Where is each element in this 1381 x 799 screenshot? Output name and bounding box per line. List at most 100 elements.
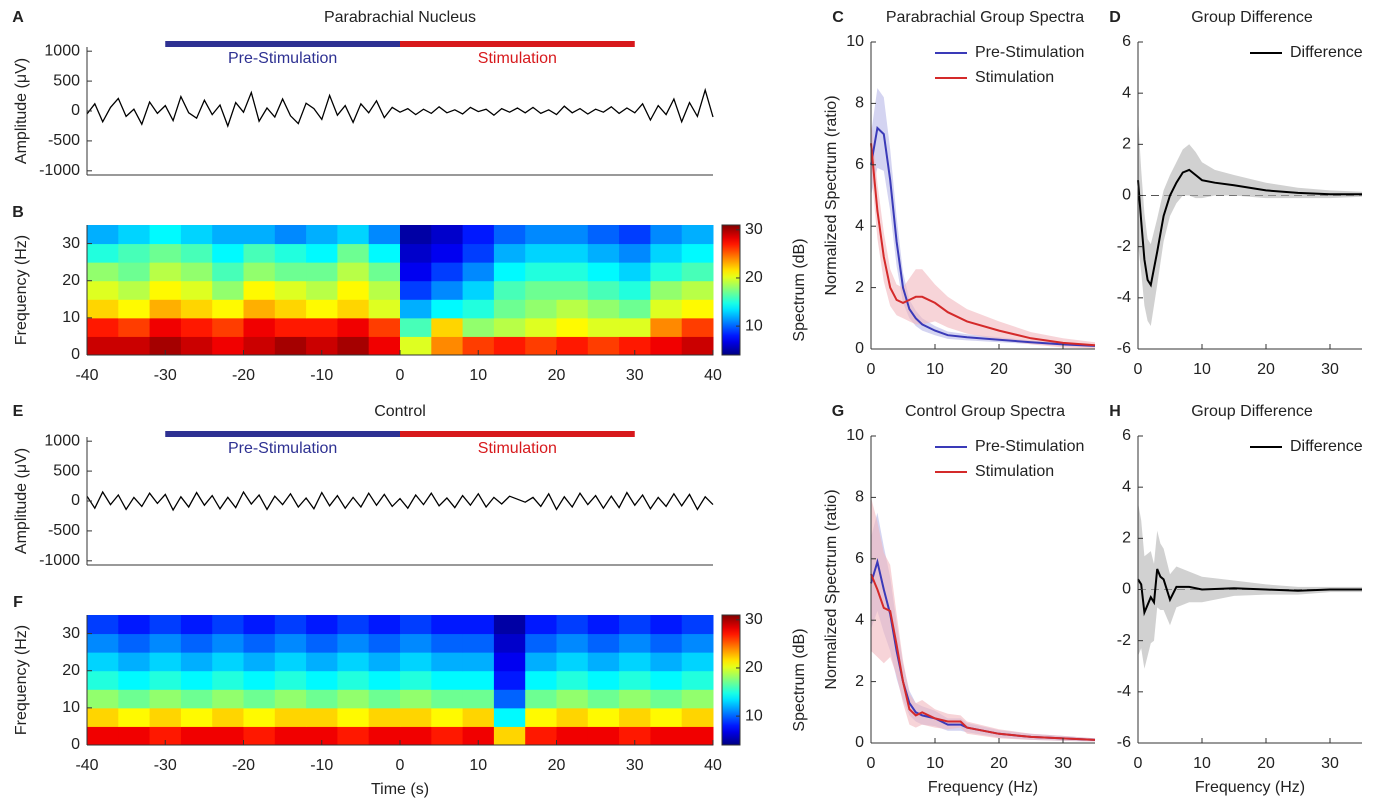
heatmap-cell [87,243,119,263]
heatmap-cell [556,262,589,282]
heatmap-cell [431,280,464,300]
heatmap-cell [431,652,464,672]
heatmap-cell [180,225,213,245]
heatmap-cell [431,633,464,653]
x-tick-label: -40 [75,757,98,774]
heatmap-cell [525,317,557,337]
heatmap-cell [118,262,151,282]
heatmap-cell [149,299,182,319]
heatmap-cell [462,225,495,245]
heatmap-cell [493,652,526,672]
heatmap-cell [149,280,182,300]
heatmap-cell [243,670,276,690]
heatmap-cell [118,280,151,300]
heatmap-cell [431,299,464,319]
heatmap-cell [337,280,370,300]
heatmap-cell [493,280,526,300]
heatmap-cell [149,317,182,337]
panel-label: G [832,403,844,420]
heatmap-cell [212,280,244,300]
y-tick-label: 4 [855,217,864,234]
epoch-label: Stimulation [478,50,557,67]
heatmap-cell [274,652,307,672]
heatmap-cell [587,726,620,746]
heatmap-cell [431,262,464,282]
heatmap-cell [400,262,432,282]
heatmap-cell [306,670,338,690]
heatmap-cell [212,670,244,690]
heatmap-cell [212,633,244,653]
heatmap-cell [337,299,370,319]
heatmap-cell [180,707,213,727]
heatmap-cell [619,225,651,245]
y-tick-label: 500 [53,72,80,89]
x-axis-label: Frequency (Hz) [1195,779,1305,796]
heatmap-cell [619,652,651,672]
y-tick-label: 10 [846,427,864,444]
x-tick-label: 40 [704,367,722,384]
heatmap-cell [525,280,557,300]
y-tick-label: 30 [62,625,80,642]
heatmap-cell [400,670,432,690]
heatmap-cell [368,633,401,653]
panel-title: Parabrachial Nucleus [324,9,476,26]
heatmap-cell [180,689,213,709]
heatmap-cell [212,299,244,319]
heatmap-cell [650,317,683,337]
x-tick-label: -40 [75,367,98,384]
heatmap-cell [337,670,370,690]
heatmap-cell [243,633,276,653]
heatmap-cell [400,652,432,672]
heatmap-cell [149,726,182,746]
heatmap-cell [118,726,151,746]
heatmap-cell [149,633,182,653]
colorbar-tick-label: 20 [745,269,763,286]
heatmap-cell [493,689,526,709]
heatmap-cell [118,707,151,727]
y-axis-label: Normalized Spectrum (ratio) [823,95,840,295]
y-tick-label: 10 [62,309,80,326]
heatmap-cell [212,689,244,709]
y-tick-label: 6 [1122,427,1131,444]
heatmap-cell [212,336,244,356]
heatmap-cell [243,689,276,709]
heatmap-cell [243,299,276,319]
panel-title: Control Group Spectra [905,403,1065,420]
heatmap-cell [650,670,683,690]
heatmap-cell [306,707,338,727]
x-tick-label: 10 [469,757,487,774]
heatmap-cell [306,262,338,282]
heatmap-cell [681,652,714,672]
heatmap-cell [337,225,370,245]
heatmap-cell [650,689,683,709]
heatmap-cell [149,652,182,672]
heatmap-cell [493,615,526,635]
heatmap-cell [681,726,714,746]
legend-label: Difference [1290,44,1363,61]
heatmap-cell [650,726,683,746]
heatmap-cell [431,225,464,245]
heatmap-cell [87,707,119,727]
y-tick-label: -1000 [39,162,80,179]
y-tick-label: -500 [48,522,80,539]
heatmap-cell [462,262,495,282]
heatmap-cell [681,262,714,282]
heatmap-cell [306,726,338,746]
y-tick-label: -4 [1117,683,1131,700]
heatmap-cell [337,689,370,709]
heatmap-cell [243,225,276,245]
heatmap-cell [462,633,495,653]
heatmap-cell [650,299,683,319]
heatmap-cell [274,280,307,300]
y-tick-label: 4 [1122,84,1131,101]
y-tick-label: 0 [71,736,80,753]
y-tick-label: 4 [855,611,864,628]
x-tick-label: -30 [154,367,177,384]
heatmap-cell [274,615,307,635]
x-tick-label: 10 [926,361,944,378]
x-tick-label: -20 [232,757,255,774]
panel-title: Group Difference [1191,9,1313,26]
heatmap-cell [212,262,244,282]
heatmap-cell [587,280,620,300]
heatmap-cell [556,299,589,319]
